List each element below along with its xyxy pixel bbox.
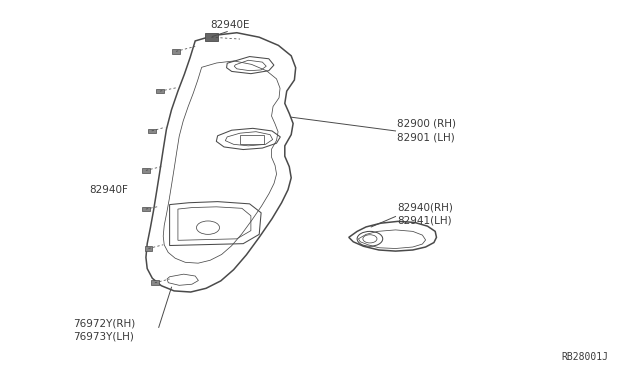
Text: 82900 (RH): 82900 (RH) — [397, 118, 456, 128]
Text: 82941(LH): 82941(LH) — [397, 216, 451, 226]
Bar — [151, 280, 159, 285]
Bar — [172, 49, 180, 54]
Text: 82940(RH): 82940(RH) — [397, 202, 452, 212]
Bar — [148, 129, 156, 133]
Text: RB28001J: RB28001J — [561, 352, 608, 362]
Bar — [145, 246, 152, 251]
Text: 82901 (LH): 82901 (LH) — [397, 132, 454, 142]
Text: 76972Y(RH): 76972Y(RH) — [74, 318, 136, 328]
Bar — [142, 207, 150, 211]
Text: 82940F: 82940F — [90, 185, 129, 195]
Bar — [156, 89, 164, 93]
Text: 76973Y(LH): 76973Y(LH) — [74, 331, 134, 341]
Text: 82940E: 82940E — [211, 20, 250, 30]
Bar — [205, 33, 218, 41]
Bar — [142, 168, 150, 173]
